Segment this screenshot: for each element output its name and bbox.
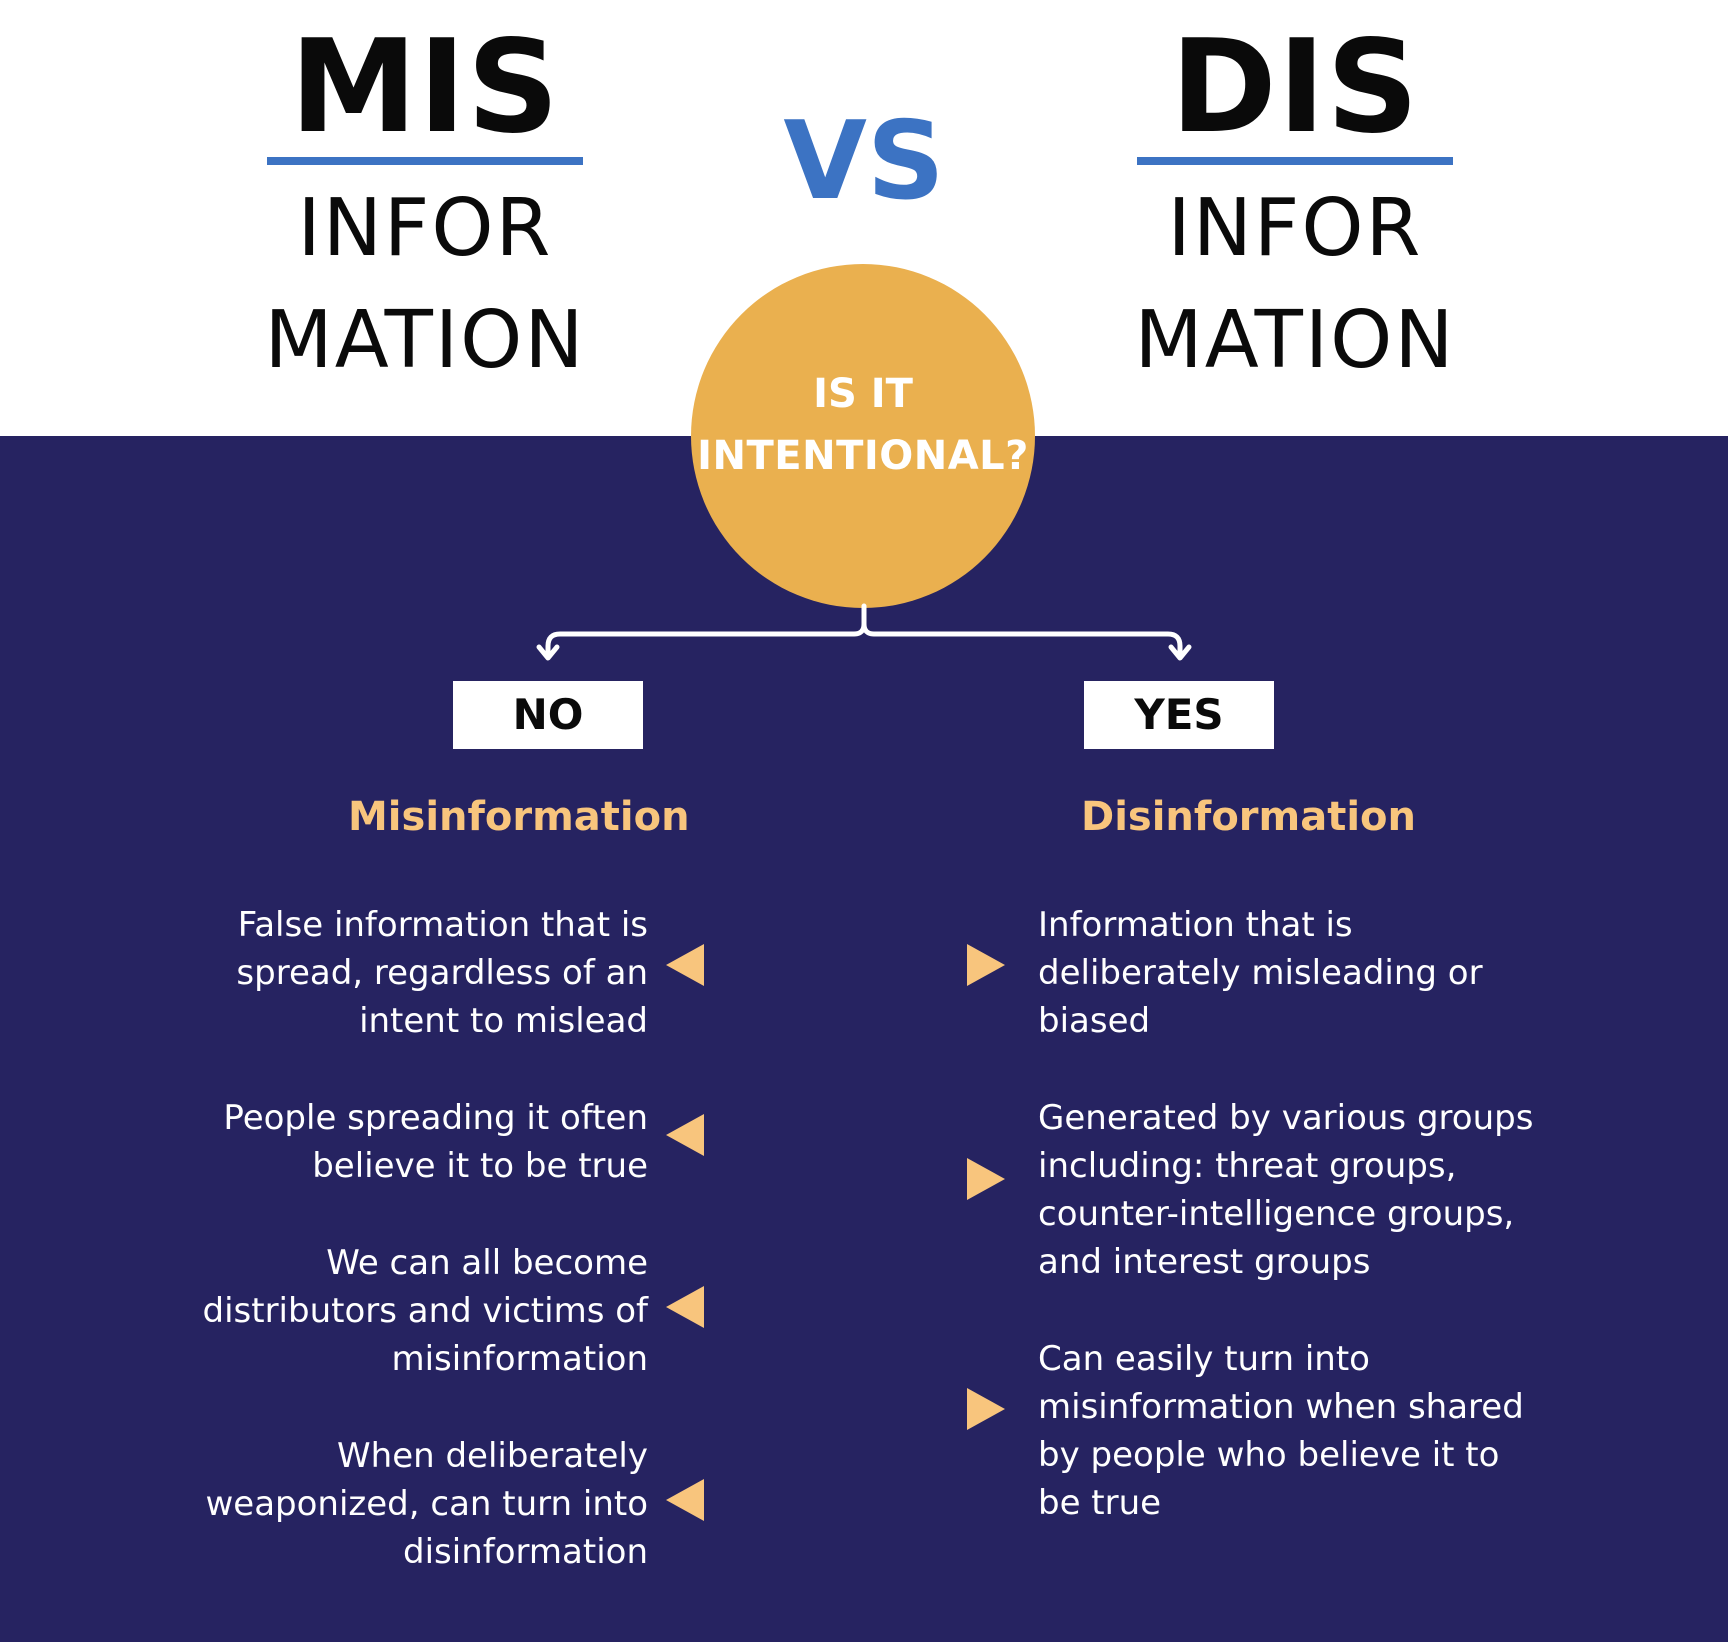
- mis-point-3-line-3: misinformation: [391, 1339, 648, 1379]
- yes-box: YES: [1084, 681, 1274, 749]
- triangle-right-icon: [967, 1388, 1005, 1430]
- dis-point-3: Can easily turn into misinformation when…: [1038, 1335, 1538, 1527]
- mis-point-4: When deliberately weaponized, can turn i…: [178, 1432, 648, 1576]
- question-line-2: INTENTIONAL?: [697, 433, 1029, 479]
- triangle-right-icon: [967, 944, 1005, 986]
- dis-point-2: Generated by various groups including: t…: [1038, 1094, 1538, 1286]
- dis-point-3-line-4: be true: [1038, 1483, 1162, 1523]
- dis-point-3-line-3: by people who believe it to: [1038, 1435, 1500, 1475]
- disinformation-heading: Disinformation: [1081, 794, 1416, 840]
- dis-point-1-line-1: Information that is: [1038, 905, 1353, 945]
- mis-point-2: People spreading it often believe it to …: [178, 1094, 648, 1190]
- mis-infor: INFOR: [297, 182, 553, 274]
- mis-point-1-line-2: spread, regardless of an: [236, 953, 648, 993]
- dis-point-3-line-2: misinformation when shared: [1038, 1387, 1524, 1427]
- triangle-left-icon: [666, 1286, 704, 1328]
- dis-point-2-line-3: counter-intelligence groups,: [1038, 1194, 1515, 1234]
- dis-point-2-line-1: Generated by various groups: [1038, 1098, 1534, 1138]
- chevron-down-icon: [1168, 644, 1192, 661]
- mis-point-4-line-2: weaponized, can turn into: [205, 1484, 648, 1524]
- dis-point-2-line-2: including: threat groups,: [1038, 1146, 1457, 1186]
- no-box: NO: [453, 681, 643, 749]
- dis-point-1-line-3: biased: [1038, 1001, 1151, 1041]
- mis-point-1-line-1: False information that is: [237, 905, 648, 945]
- mis-point-3-line-1: We can all become: [326, 1243, 648, 1283]
- dis-mation: MATION: [1134, 294, 1456, 386]
- mis-point-2-line-1: People spreading it often: [223, 1098, 648, 1138]
- misinformation-heading: Misinformation: [348, 794, 690, 840]
- question-circle: [691, 264, 1035, 608]
- mis-point-4-line-3: disinformation: [403, 1532, 648, 1572]
- vs-label: VS: [783, 99, 945, 224]
- mis-point-3-line-2: distributors and victims of: [202, 1291, 649, 1331]
- dis-point-1-line-2: deliberately misleading or: [1038, 953, 1483, 993]
- mis-mation: MATION: [264, 294, 586, 386]
- dis-prefix: DIS: [1170, 13, 1420, 162]
- dis-underline: [1137, 157, 1453, 165]
- mis-point-1: False information that is spread, regard…: [178, 901, 648, 1045]
- mis-point-4-line-1: When deliberately: [337, 1436, 648, 1476]
- dis-infor: INFOR: [1167, 182, 1423, 274]
- content-band: [0, 436, 1728, 1642]
- triangle-right-icon: [967, 1158, 1005, 1200]
- triangle-left-icon: [666, 1479, 704, 1521]
- mis-prefix: MIS: [289, 13, 561, 162]
- dis-point-3-line-1: Can easily turn into: [1038, 1339, 1370, 1379]
- question-line-1: IS IT: [813, 371, 913, 417]
- mis-point-2-line-2: believe it to be true: [312, 1146, 648, 1186]
- triangle-left-icon: [666, 1114, 704, 1156]
- dis-point-1: Information that is deliberately mislead…: [1038, 901, 1538, 1045]
- triangle-left-icon: [666, 944, 704, 986]
- dis-point-2-line-4: and interest groups: [1038, 1242, 1371, 1282]
- mis-point-1-line-3: intent to mislead: [359, 1001, 648, 1041]
- branch-stem-right: [861, 621, 1183, 659]
- chevron-down-icon: [536, 644, 560, 661]
- mis-underline: [267, 157, 583, 165]
- mis-point-3: We can all become distributors and victi…: [178, 1239, 649, 1383]
